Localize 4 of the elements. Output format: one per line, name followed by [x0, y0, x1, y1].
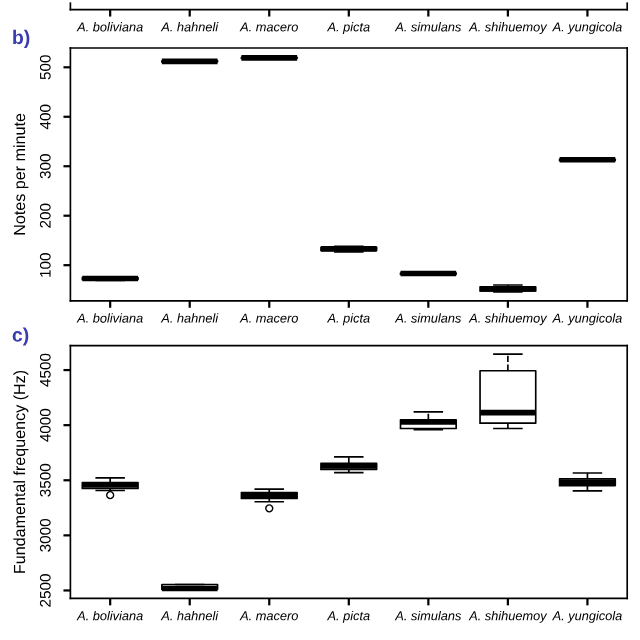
text: c)	[12, 327, 29, 346]
text: b)	[13, 29, 30, 48]
y-axis-title: Fundamental frequency (Hz)	[13, 370, 29, 573]
y-axis-title: Notes per minute	[13, 113, 29, 235]
